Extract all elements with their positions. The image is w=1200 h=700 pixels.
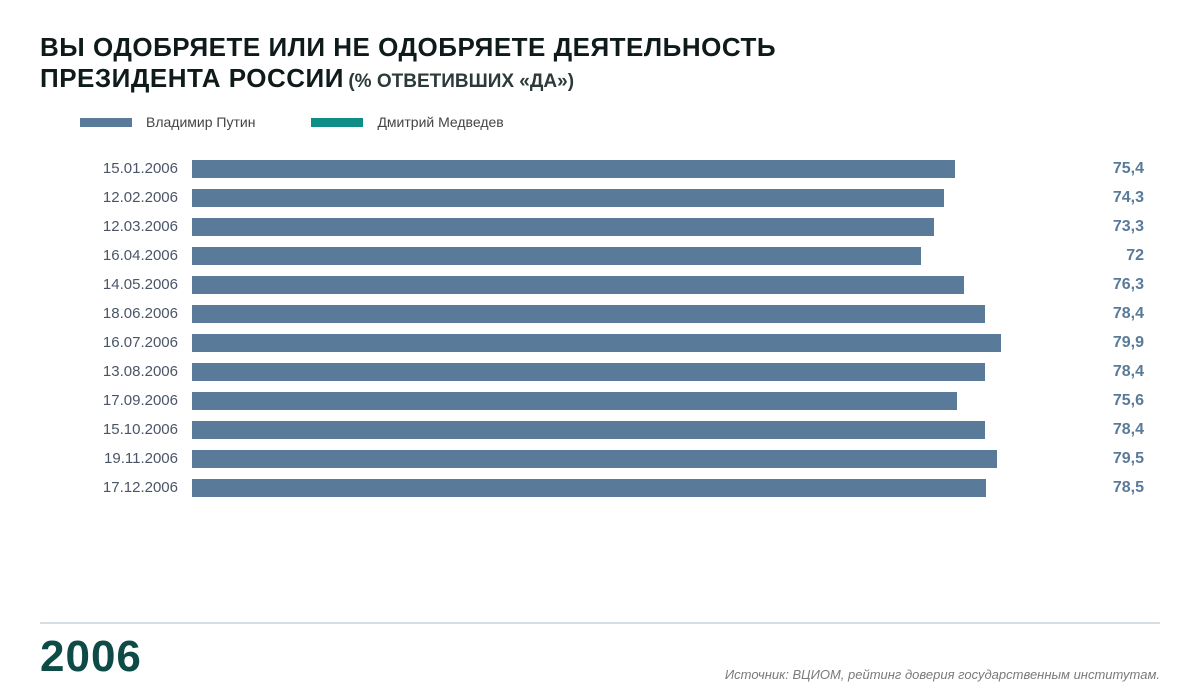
legend-item-medvedev: Дмитрий Медведев xyxy=(311,114,503,130)
bar-date-label: 15.10.2006 xyxy=(80,421,192,438)
footer: 2006 Источник: ВЦИОМ, рейтинг доверия го… xyxy=(40,622,1160,682)
bar-track xyxy=(192,247,1072,265)
bar-row: 16.07.2006 79,9 xyxy=(80,328,1160,357)
bar-date-label: 17.12.2006 xyxy=(80,479,192,496)
source-label: Источник: ВЦИОМ, рейтинг доверия государ… xyxy=(725,667,1160,682)
bar xyxy=(192,160,955,178)
bar-row: 19.11.2006 79,5 xyxy=(80,444,1160,473)
bar-track xyxy=(192,421,1072,439)
bar-track xyxy=(192,160,1072,178)
legend-item-putin: Владимир Путин xyxy=(80,114,255,130)
bar-row: 17.12.2006 78,5 xyxy=(80,473,1160,502)
bar-row: 14.05.2006 76,3 xyxy=(80,270,1160,299)
bar-value-label: 78,4 xyxy=(1072,305,1144,323)
bar xyxy=(192,392,957,410)
bar-track xyxy=(192,334,1072,352)
bar xyxy=(192,479,986,497)
bar xyxy=(192,189,944,207)
bar xyxy=(192,421,985,439)
bar-track xyxy=(192,392,1072,410)
bar xyxy=(192,334,1001,352)
bar xyxy=(192,450,997,468)
bar-value-label: 72 xyxy=(1072,247,1144,265)
bar-date-label: 14.05.2006 xyxy=(80,276,192,293)
legend: Владимир Путин Дмитрий Медведев xyxy=(80,114,1160,130)
legend-swatch xyxy=(311,118,363,127)
bar xyxy=(192,247,921,265)
bar-date-label: 18.06.2006 xyxy=(80,305,192,322)
bar-track xyxy=(192,479,1072,497)
bar-value-label: 73,3 xyxy=(1072,218,1144,236)
chart-title: ВЫ ОДОБРЯЕТЕ ИЛИ НЕ ОДОБРЯЕТЕ ДЕЯТЕЛЬНОС… xyxy=(40,32,1160,94)
year-label: 2006 xyxy=(40,632,142,682)
bar-value-label: 78,4 xyxy=(1072,421,1144,439)
bar-row: 12.03.2006 73,3 xyxy=(80,212,1160,241)
title-line-2-wrap: ПРЕЗИДЕНТА РОССИИ (% ОТВЕТИВШИХ «ДА») xyxy=(40,63,1160,94)
bar-track xyxy=(192,218,1072,236)
bar-row: 15.01.2006 75,4 xyxy=(80,154,1160,183)
bar-value-label: 75,6 xyxy=(1072,392,1144,410)
title-line-2: ПРЕЗИДЕНТА РОССИИ xyxy=(40,63,344,93)
bar-date-label: 19.11.2006 xyxy=(80,450,192,467)
title-line-1: ВЫ ОДОБРЯЕТЕ ИЛИ НЕ ОДОБРЯЕТЕ ДЕЯТЕЛЬНОС… xyxy=(40,32,1160,63)
bar-value-label: 79,9 xyxy=(1072,334,1144,352)
title-subtitle: (% ОТВЕТИВШИХ «ДА») xyxy=(348,71,574,92)
bar-date-label: 16.07.2006 xyxy=(80,334,192,351)
page: ВЫ ОДОБРЯЕТЕ ИЛИ НЕ ОДОБРЯЕТЕ ДЕЯТЕЛЬНОС… xyxy=(0,0,1200,700)
legend-label: Владимир Путин xyxy=(146,114,255,130)
bar-date-label: 12.02.2006 xyxy=(80,189,192,206)
legend-swatch xyxy=(80,118,132,127)
bar-value-label: 76,3 xyxy=(1072,276,1144,294)
bar-value-label: 79,5 xyxy=(1072,450,1144,468)
bar-track xyxy=(192,305,1072,323)
bar-chart: 15.01.2006 75,4 12.02.2006 74,3 12.03.2006 73… xyxy=(80,154,1160,502)
bar-value-label: 74,3 xyxy=(1072,189,1144,207)
bar-date-label: 17.09.2006 xyxy=(80,392,192,409)
bar-value-label: 75,4 xyxy=(1072,160,1144,178)
bar xyxy=(192,276,964,294)
bar-track xyxy=(192,363,1072,381)
bar-date-label: 16.04.2006 xyxy=(80,247,192,264)
bar-row: 15.10.2006 78,4 xyxy=(80,415,1160,444)
bar xyxy=(192,305,985,323)
bar-value-label: 78,5 xyxy=(1072,479,1144,497)
bar-track xyxy=(192,450,1072,468)
bar-row: 18.06.2006 78,4 xyxy=(80,299,1160,328)
bar xyxy=(192,218,934,236)
bar-date-label: 13.08.2006 xyxy=(80,363,192,380)
bar-track xyxy=(192,189,1072,207)
bar-date-label: 15.01.2006 xyxy=(80,160,192,177)
bar-date-label: 12.03.2006 xyxy=(80,218,192,235)
bar xyxy=(192,363,985,381)
bar-value-label: 78,4 xyxy=(1072,363,1144,381)
bar-row: 17.09.2006 75,6 xyxy=(80,386,1160,415)
bar-row: 13.08.2006 78,4 xyxy=(80,357,1160,386)
bar-row: 12.02.2006 74,3 xyxy=(80,183,1160,212)
bar-track xyxy=(192,276,1072,294)
bar-row: 16.04.2006 72 xyxy=(80,241,1160,270)
legend-label: Дмитрий Медведев xyxy=(377,114,503,130)
